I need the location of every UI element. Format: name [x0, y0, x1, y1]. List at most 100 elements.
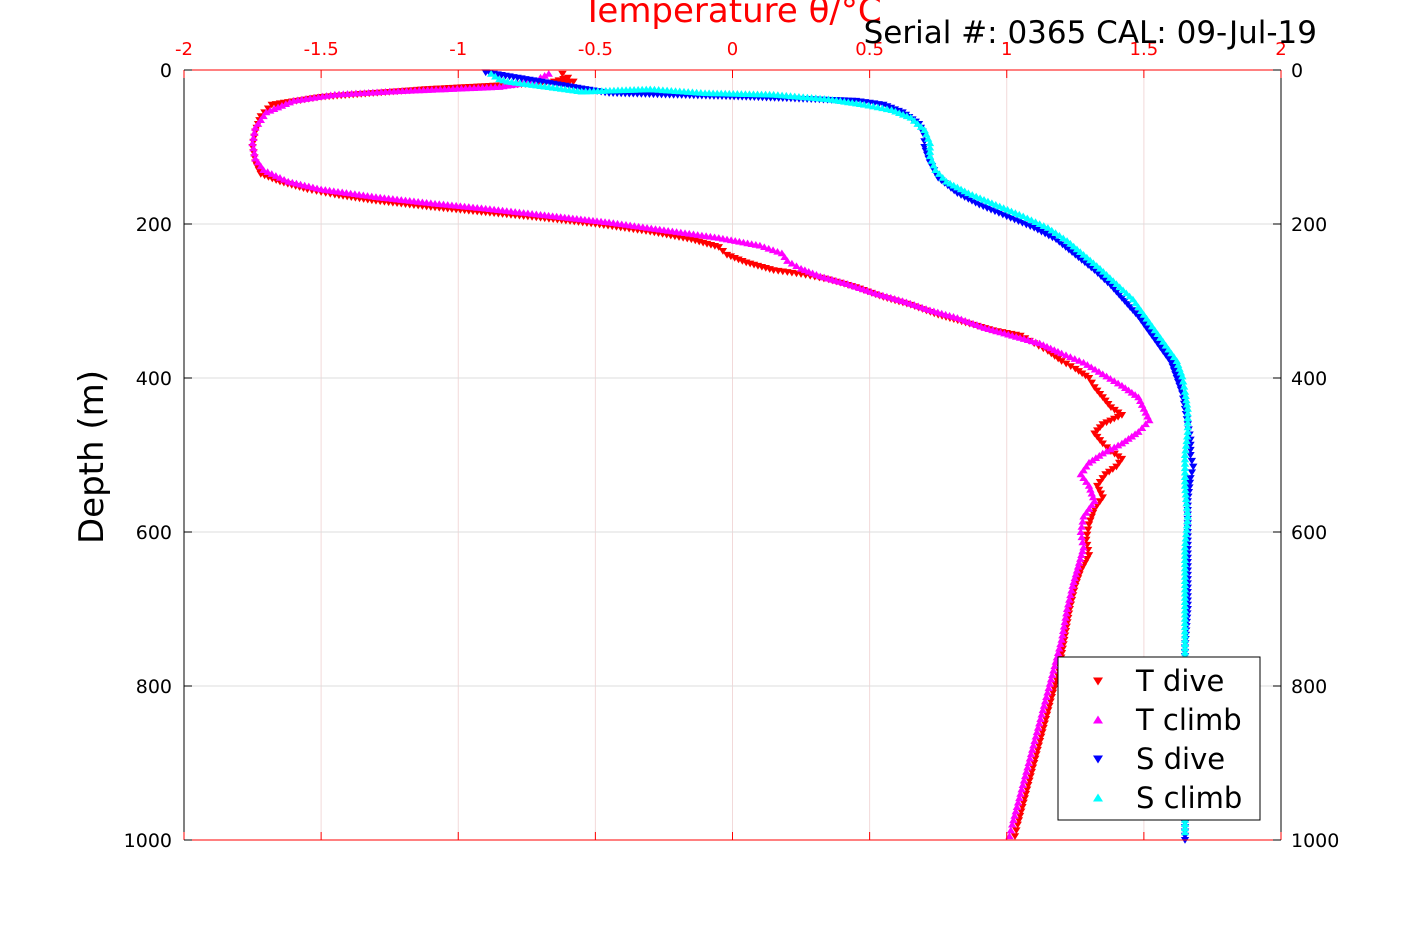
data-point [1161, 351, 1171, 359]
data-point [1014, 817, 1024, 824]
data-point [1141, 420, 1150, 428]
data-point [1096, 490, 1106, 498]
data-point [1113, 379, 1123, 387]
data-point [1032, 728, 1042, 736]
data-point [1180, 455, 1190, 463]
data-point [1019, 799, 1028, 807]
y-tick-label-right: 1000 [1291, 830, 1339, 852]
data-point [1061, 351, 1071, 359]
data-point [1183, 508, 1192, 516]
y-tick-label-left: 1000 [124, 830, 172, 852]
x-axis-ticks: -2 -1.5 -1 -0.5 0 0.5 1 1.5 2 [175, 39, 1287, 840]
data-point [1072, 566, 1082, 574]
data-point [1180, 585, 1190, 593]
data-point [1036, 715, 1045, 722]
data-point [1056, 640, 1065, 648]
data-point [1013, 798, 1023, 806]
data-point [1015, 812, 1025, 820]
data-point [1058, 631, 1067, 639]
data-point [1180, 556, 1190, 563]
data-point [1095, 498, 1105, 505]
data-point [1113, 413, 1123, 421]
data-point [1046, 698, 1055, 706]
data-point [1017, 785, 1026, 793]
data-point [1180, 564, 1190, 572]
data-point [1181, 534, 1190, 542]
data-point [1134, 313, 1143, 321]
data-point [1158, 348, 1168, 355]
data-point [1098, 475, 1107, 482]
data-point [1180, 547, 1190, 555]
data-point [931, 166, 940, 174]
data-point [967, 197, 977, 205]
data-point [271, 172, 281, 179]
data-point [1040, 720, 1049, 728]
data-point [1018, 781, 1028, 788]
data-point [1098, 494, 1107, 502]
y-tick-label-left: 600 [136, 522, 172, 544]
data-point [1087, 363, 1096, 371]
y-tick-label-left: 200 [136, 214, 172, 236]
data-point [755, 241, 765, 249]
data-point [925, 152, 935, 160]
data-point [1172, 375, 1181, 382]
data-point [1061, 614, 1070, 621]
data-point [1180, 648, 1190, 656]
data-point [925, 148, 935, 155]
y-tick-label-right: 800 [1291, 676, 1327, 698]
x-tick-label: 0 [727, 39, 738, 60]
legend-marker [1093, 715, 1103, 724]
data-point [1057, 636, 1066, 643]
data-point [1025, 754, 1035, 762]
data-point [1078, 547, 1087, 555]
data-point [1047, 694, 1057, 701]
data-point [1182, 526, 1191, 533]
data-point [1136, 317, 1146, 325]
data-point [1044, 707, 1053, 714]
data-point [760, 243, 769, 251]
data-point [1094, 486, 1104, 494]
data-point [1180, 388, 1190, 395]
data-point [1055, 644, 1064, 652]
data-point [1012, 803, 1022, 810]
data-point [1180, 460, 1190, 467]
data-point [1053, 649, 1063, 656]
data-point [1180, 644, 1190, 652]
x-tick-label: -1.5 [304, 39, 339, 60]
data-point [1182, 504, 1192, 511]
data-point [1180, 615, 1190, 622]
data-point [1026, 773, 1035, 780]
data-point [1145, 328, 1154, 336]
legend-marker [1093, 755, 1103, 764]
data-point [1110, 377, 1119, 385]
data-point [1180, 640, 1190, 647]
y-axis-ticks: 0 0 200 200 400 400 600 600 800 800 1000 1000 [124, 60, 1340, 852]
data-point [1030, 737, 1039, 744]
data-point [249, 144, 258, 152]
legend-label: T dive [1135, 664, 1224, 698]
legend-label: T climb [1135, 703, 1242, 737]
legend-label: S dive [1136, 742, 1225, 776]
data-point [1051, 229, 1060, 237]
legend-box [1057, 656, 1261, 821]
data-point [906, 113, 915, 121]
data-point [1061, 360, 1071, 368]
legend: T dive T climb S dive S climb [1057, 656, 1261, 821]
data-point [1015, 794, 1024, 802]
data-point [1106, 374, 1115, 382]
data-point [1073, 562, 1083, 570]
data-point [783, 257, 792, 264]
data-point [1062, 609, 1071, 617]
data-point [1074, 559, 1084, 566]
data-point [1047, 226, 1056, 234]
data-point [1180, 577, 1190, 584]
data-point [1181, 530, 1191, 538]
data-point [1180, 482, 1190, 489]
data-point [1084, 552, 1094, 559]
data-point [1025, 777, 1034, 785]
data-point [1038, 706, 1047, 714]
data-point [1031, 755, 1040, 763]
series-t-climb [248, 70, 1154, 840]
data-point [1057, 358, 1066, 365]
data-point [1086, 517, 1095, 525]
